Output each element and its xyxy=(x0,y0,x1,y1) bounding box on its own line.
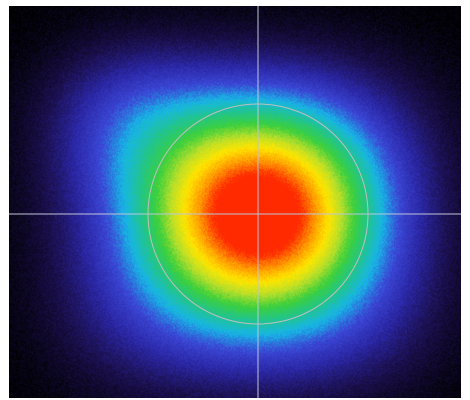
roi-circle xyxy=(147,103,369,325)
beam-overlay xyxy=(9,6,461,398)
beam-profile-frame xyxy=(9,6,461,398)
beam-intensity-map xyxy=(9,6,461,398)
